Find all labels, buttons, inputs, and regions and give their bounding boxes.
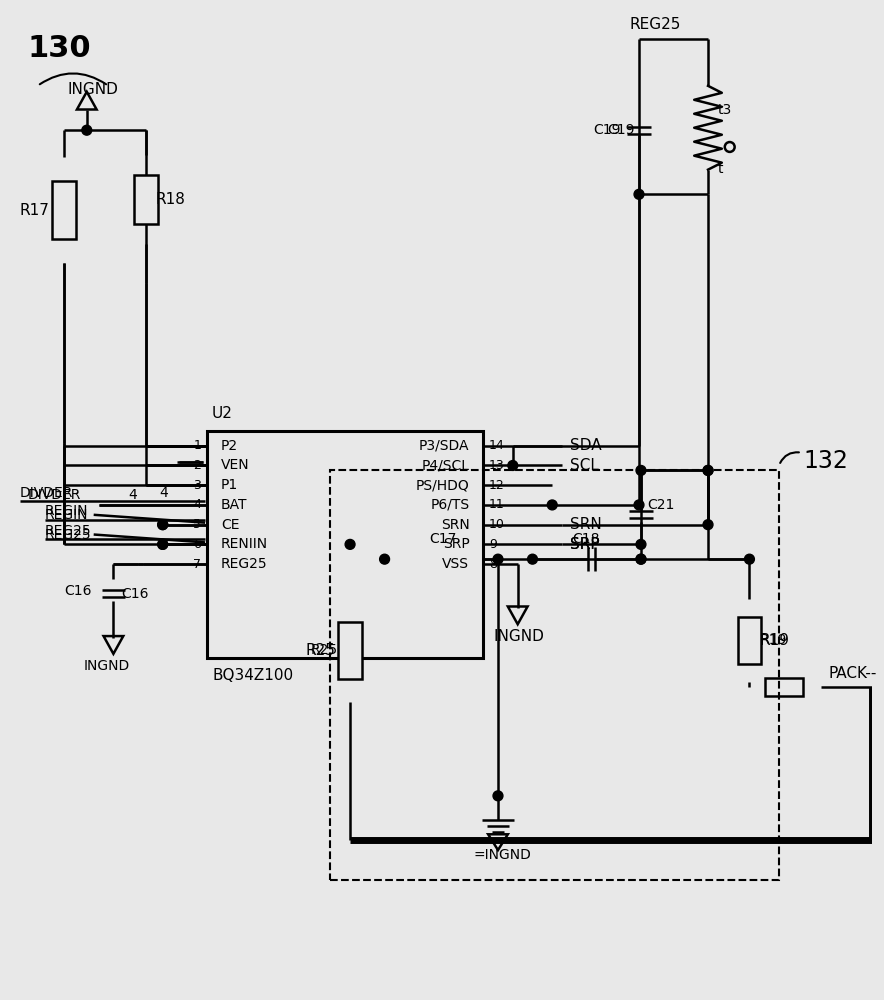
Text: REG25: REG25 [44, 524, 91, 538]
Text: 5: 5 [194, 518, 202, 531]
Text: REGIN: REGIN [44, 504, 88, 518]
Text: VSS: VSS [442, 557, 469, 571]
Circle shape [157, 539, 168, 549]
Text: RENIIN: RENIIN [221, 537, 268, 551]
Text: REGIN: REGIN [44, 508, 88, 522]
Circle shape [634, 189, 644, 199]
Text: 3: 3 [194, 479, 202, 492]
Text: BQ34Z100: BQ34Z100 [212, 668, 293, 683]
Text: SCL: SCL [570, 458, 598, 473]
Bar [134, 175, 157, 224]
Circle shape [345, 539, 355, 549]
Circle shape [703, 520, 713, 530]
Text: R18: R18 [156, 192, 186, 207]
Text: 12: 12 [489, 479, 505, 492]
Circle shape [493, 554, 503, 564]
Circle shape [547, 500, 557, 510]
Text: 8: 8 [489, 558, 497, 571]
Text: C19: C19 [594, 123, 621, 137]
Text: SRN: SRN [570, 517, 602, 532]
Text: t: t [718, 162, 723, 176]
Text: C17: C17 [429, 532, 456, 546]
Circle shape [82, 125, 92, 135]
Text: REG25: REG25 [221, 557, 268, 571]
Text: C19: C19 [607, 123, 635, 137]
Text: 1: 1 [194, 439, 202, 452]
Circle shape [634, 500, 644, 510]
Text: DIVDER: DIVDER [27, 488, 81, 502]
Text: R25: R25 [306, 643, 336, 658]
Text: C16: C16 [121, 587, 149, 601]
Text: 9: 9 [489, 538, 497, 551]
Text: C21: C21 [647, 498, 674, 512]
Text: SRN: SRN [440, 518, 469, 532]
Bar [331, 470, 779, 880]
Circle shape [379, 554, 390, 564]
Bar [339, 622, 362, 679]
Text: INGND: INGND [84, 659, 130, 673]
Text: 14: 14 [489, 439, 505, 452]
Text: t3: t3 [718, 103, 732, 117]
Text: 10: 10 [489, 518, 505, 531]
Text: PS/HDQ: PS/HDQ [415, 478, 469, 492]
Text: P3/SDA: P3/SDA [419, 439, 469, 453]
Text: INGND: INGND [67, 82, 118, 97]
Text: REG25: REG25 [44, 528, 91, 542]
Circle shape [636, 465, 646, 475]
Bar [52, 181, 76, 239]
Circle shape [157, 520, 168, 530]
Text: P1: P1 [221, 478, 238, 492]
Text: 130: 130 [27, 34, 91, 63]
Text: 4: 4 [194, 498, 202, 511]
Bar [766, 678, 803, 696]
Bar [737, 617, 761, 664]
Text: 11: 11 [489, 498, 505, 511]
Text: REG25: REG25 [629, 17, 681, 32]
Text: INGND: INGND [493, 629, 544, 644]
Text: 2: 2 [194, 459, 202, 472]
Text: 4: 4 [160, 486, 169, 500]
Text: R17: R17 [19, 203, 50, 218]
Text: C18: C18 [572, 532, 599, 546]
Text: 132: 132 [804, 449, 849, 473]
Text: C16: C16 [65, 584, 92, 598]
Text: R19: R19 [759, 633, 787, 647]
Text: PACK--: PACK-- [828, 666, 877, 681]
Text: SRP: SRP [570, 537, 599, 552]
Circle shape [744, 554, 754, 564]
Circle shape [636, 554, 646, 564]
Text: 4: 4 [128, 488, 137, 502]
Text: U2: U2 [212, 406, 232, 421]
Text: BAT: BAT [221, 498, 248, 512]
Circle shape [157, 539, 168, 549]
Text: P2: P2 [221, 439, 238, 453]
Text: SRP: SRP [570, 537, 599, 552]
Text: VEN: VEN [221, 458, 249, 472]
Circle shape [725, 142, 735, 152]
Circle shape [636, 539, 646, 549]
Circle shape [528, 554, 537, 564]
Text: 7: 7 [194, 558, 202, 571]
Text: 6: 6 [194, 538, 202, 551]
Text: R25: R25 [310, 643, 338, 657]
Circle shape [703, 465, 713, 475]
Text: =INGND: =INGND [473, 848, 531, 862]
Text: 13: 13 [489, 459, 505, 472]
Text: R19: R19 [759, 633, 789, 648]
Text: DIVDER: DIVDER [19, 486, 73, 500]
Circle shape [636, 554, 646, 564]
Circle shape [703, 465, 713, 475]
Text: SRP: SRP [443, 537, 469, 551]
Text: P6/TS: P6/TS [431, 498, 469, 512]
Circle shape [507, 461, 518, 470]
Text: CE: CE [221, 518, 240, 532]
Text: SDA: SDA [570, 438, 602, 453]
Circle shape [157, 520, 168, 530]
Bar [207, 431, 484, 658]
Circle shape [493, 791, 503, 801]
Text: P4/SCL: P4/SCL [422, 458, 469, 472]
